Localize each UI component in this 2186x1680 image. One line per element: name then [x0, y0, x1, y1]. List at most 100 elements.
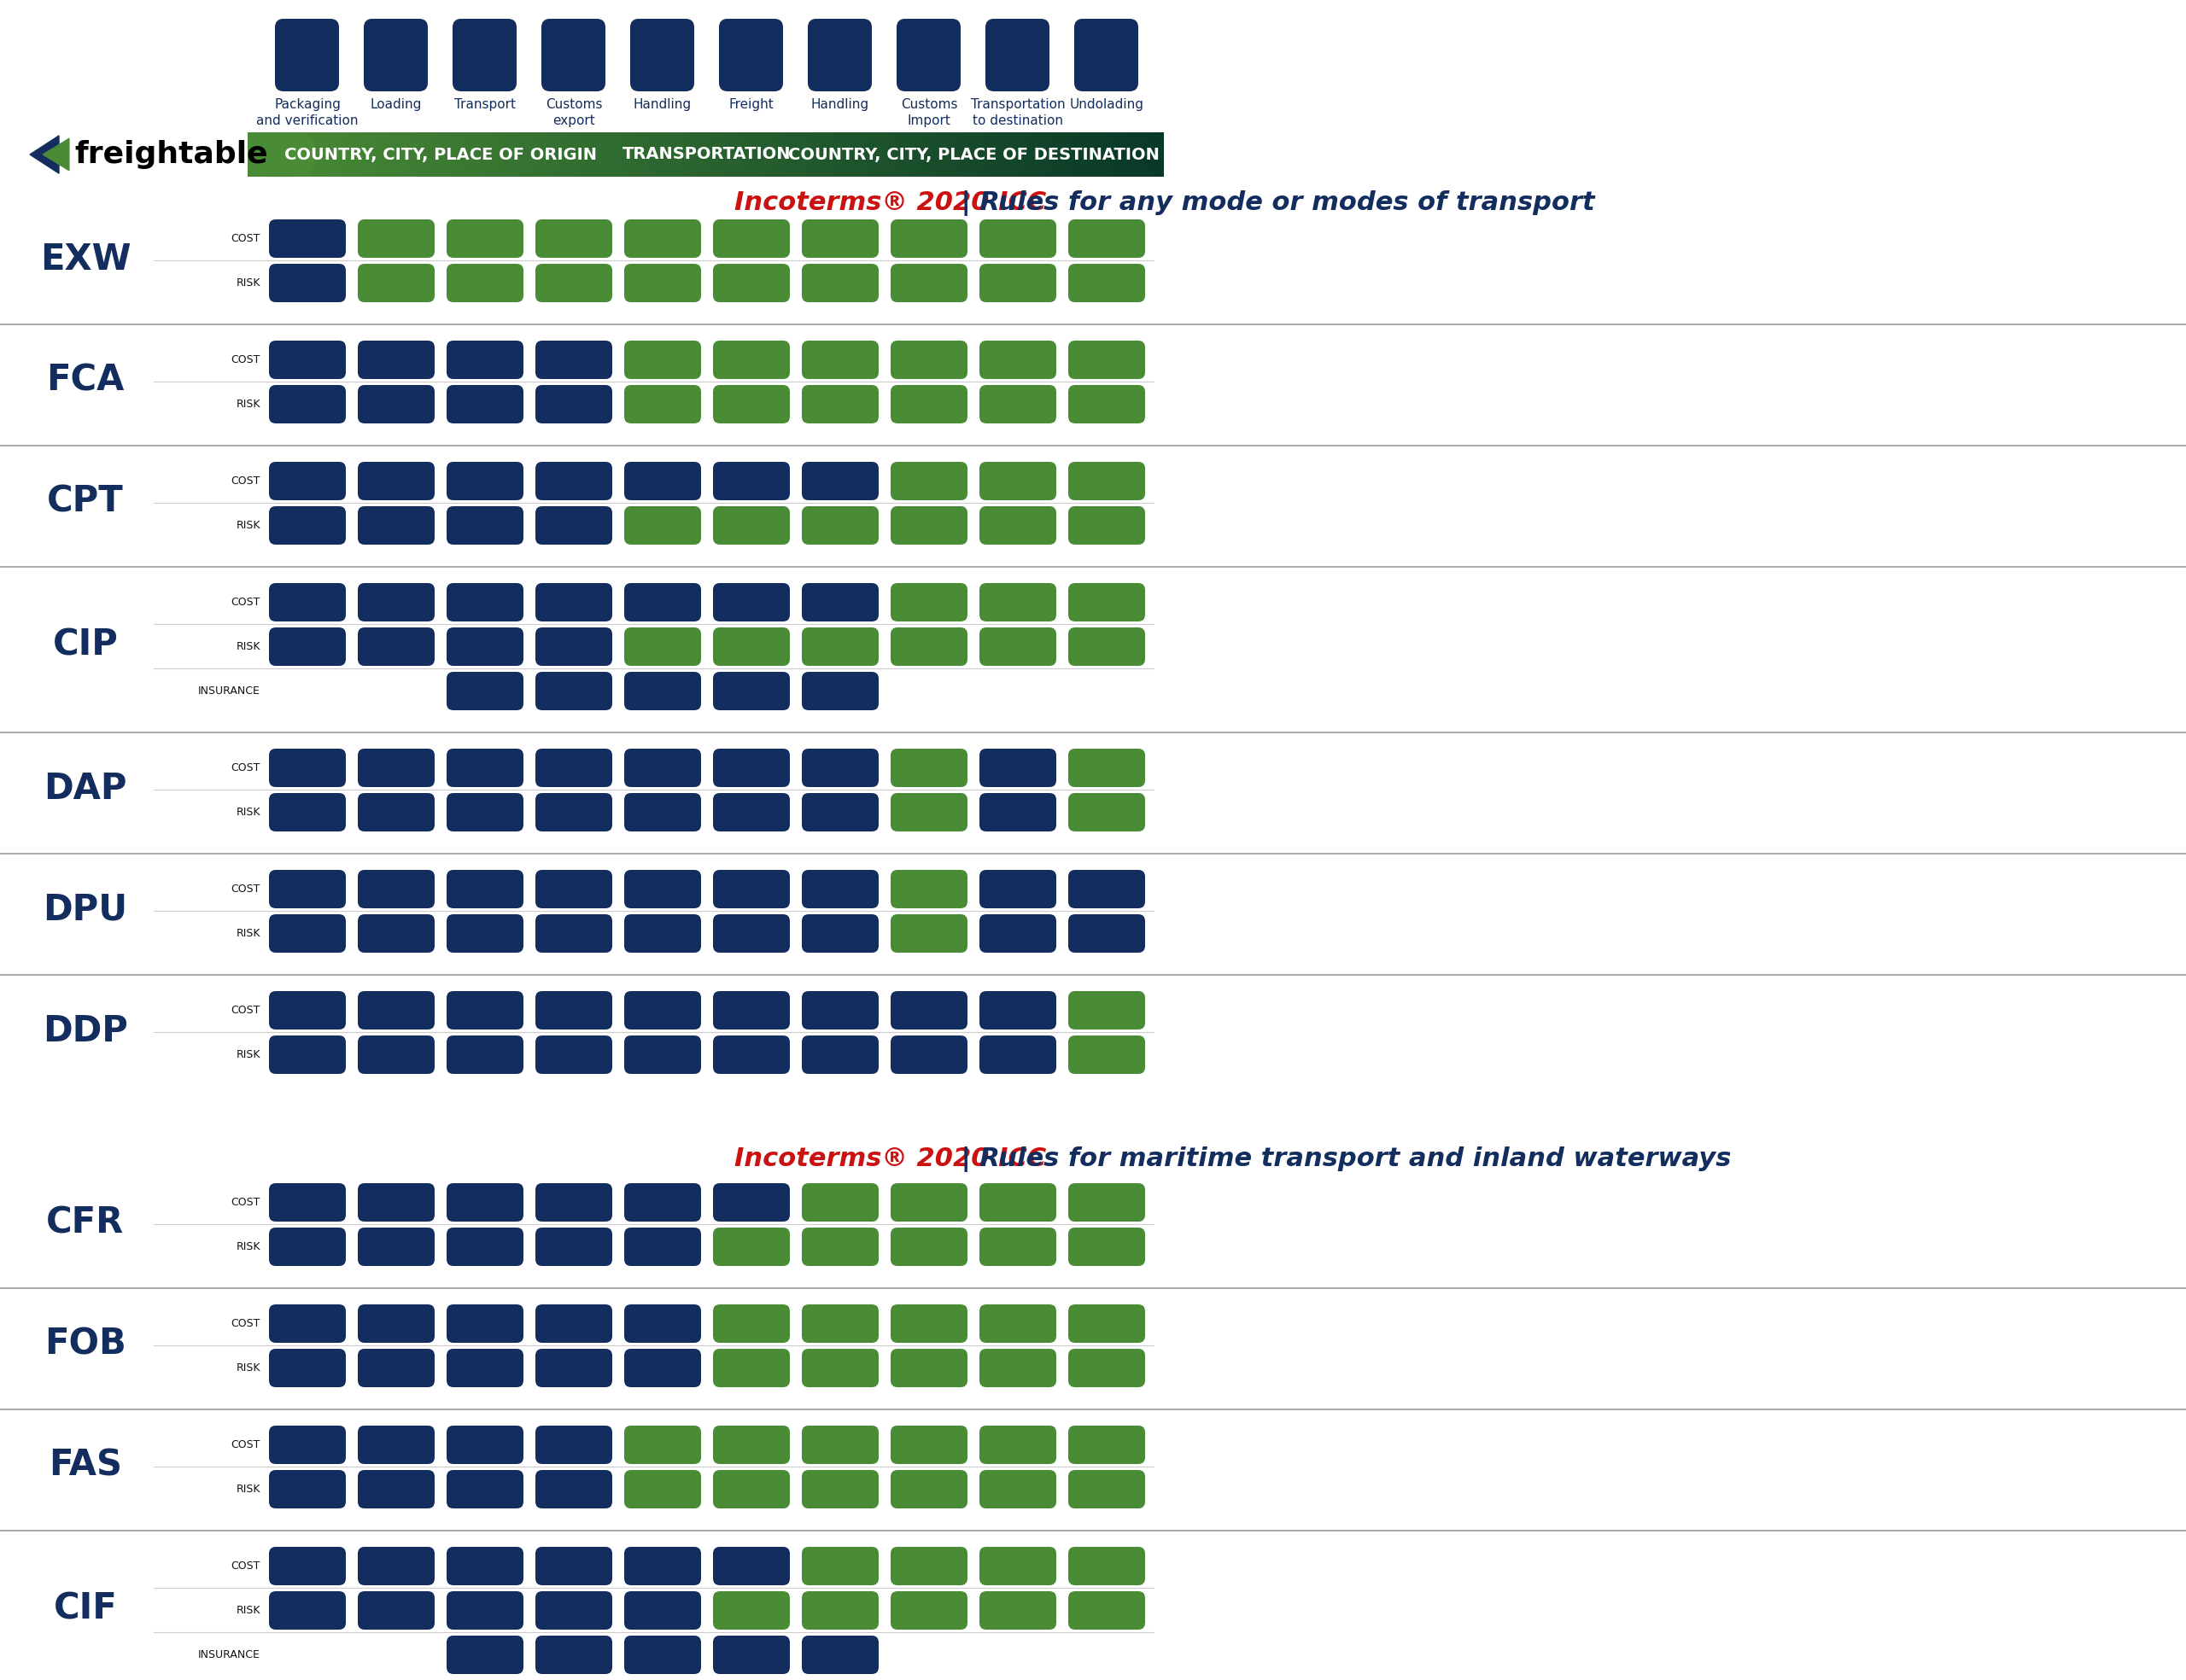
FancyBboxPatch shape [536, 264, 612, 302]
Bar [603, 133, 610, 176]
Bar [811, 133, 815, 176]
Bar [634, 133, 640, 176]
Text: Incoterms® 2020 ICC: Incoterms® 2020 ICC [734, 192, 1047, 215]
FancyBboxPatch shape [247, 133, 317, 176]
Bar [262, 133, 267, 176]
Bar [376, 133, 380, 176]
Bar [780, 133, 787, 176]
Bar [647, 133, 651, 176]
Bar [444, 133, 448, 176]
FancyBboxPatch shape [802, 1591, 879, 1630]
FancyBboxPatch shape [446, 1228, 522, 1267]
FancyBboxPatch shape [713, 1035, 789, 1074]
FancyBboxPatch shape [713, 793, 789, 832]
Bar [1095, 133, 1100, 176]
Bar [446, 133, 450, 176]
FancyBboxPatch shape [890, 749, 968, 786]
Text: COST: COST [232, 1196, 260, 1208]
FancyBboxPatch shape [713, 583, 789, 622]
Text: DAP: DAP [44, 771, 127, 806]
Text: Undolading: Undolading [1069, 97, 1143, 111]
Bar [1027, 133, 1032, 176]
Text: Incoterms® 2020 ICC: Incoterms® 2020 ICC [734, 1147, 1047, 1171]
FancyBboxPatch shape [713, 1426, 789, 1463]
FancyBboxPatch shape [1069, 1183, 1145, 1221]
Bar [448, 133, 453, 176]
FancyBboxPatch shape [713, 749, 789, 786]
FancyBboxPatch shape [625, 220, 702, 257]
FancyBboxPatch shape [713, 1183, 789, 1221]
FancyBboxPatch shape [979, 627, 1056, 665]
Bar [739, 133, 743, 176]
FancyBboxPatch shape [802, 1183, 879, 1221]
Bar [531, 133, 536, 176]
Bar [1034, 133, 1038, 176]
FancyBboxPatch shape [979, 749, 1056, 786]
Bar [730, 133, 734, 176]
Bar [383, 133, 387, 176]
FancyBboxPatch shape [269, 1426, 345, 1463]
FancyBboxPatch shape [713, 264, 789, 302]
Bar [453, 133, 457, 176]
Text: CPT: CPT [48, 484, 125, 519]
Bar [328, 133, 332, 176]
FancyBboxPatch shape [359, 462, 435, 501]
FancyBboxPatch shape [625, 1035, 702, 1074]
FancyBboxPatch shape [359, 1547, 435, 1586]
FancyBboxPatch shape [890, 220, 968, 257]
FancyBboxPatch shape [802, 870, 879, 909]
Bar [525, 133, 529, 176]
Bar [544, 133, 549, 176]
Bar [1126, 133, 1130, 176]
FancyBboxPatch shape [713, 1304, 789, 1342]
FancyBboxPatch shape [890, 385, 968, 423]
Bar [422, 133, 426, 176]
FancyBboxPatch shape [446, 870, 522, 909]
Bar [719, 133, 726, 176]
Bar [275, 133, 280, 176]
Bar [361, 133, 365, 176]
Bar [833, 133, 837, 176]
Bar [503, 133, 509, 176]
FancyBboxPatch shape [269, 385, 345, 423]
Bar [662, 133, 667, 176]
FancyBboxPatch shape [536, 1636, 612, 1673]
FancyBboxPatch shape [1073, 18, 1139, 91]
Bar [879, 133, 883, 176]
Bar [1148, 133, 1152, 176]
FancyBboxPatch shape [979, 264, 1056, 302]
Bar [592, 133, 597, 176]
Bar [407, 133, 411, 176]
Bar [588, 133, 595, 176]
FancyBboxPatch shape [1069, 506, 1145, 544]
FancyBboxPatch shape [446, 1349, 522, 1388]
FancyBboxPatch shape [802, 1349, 879, 1388]
FancyBboxPatch shape [625, 870, 702, 909]
Bar [966, 133, 973, 176]
FancyBboxPatch shape [542, 18, 606, 91]
Bar [1067, 133, 1073, 176]
Bar [756, 133, 761, 176]
Bar [931, 133, 936, 176]
Bar [415, 133, 420, 176]
Bar [715, 133, 719, 176]
Bar [247, 133, 251, 176]
Bar [302, 133, 308, 176]
Text: Customs
Import: Customs Import [901, 97, 957, 128]
Text: FCA: FCA [46, 363, 125, 398]
Bar [645, 133, 649, 176]
FancyBboxPatch shape [536, 1470, 612, 1509]
Bar [957, 133, 962, 176]
FancyBboxPatch shape [269, 627, 345, 665]
Bar [1056, 133, 1060, 176]
Bar [363, 133, 367, 176]
Bar [308, 133, 313, 176]
FancyBboxPatch shape [446, 1035, 522, 1074]
Bar [507, 133, 512, 176]
Bar [724, 133, 728, 176]
Bar [437, 133, 442, 176]
FancyBboxPatch shape [269, 870, 345, 909]
Bar [516, 133, 520, 176]
FancyBboxPatch shape [536, 220, 612, 257]
FancyBboxPatch shape [536, 462, 612, 501]
